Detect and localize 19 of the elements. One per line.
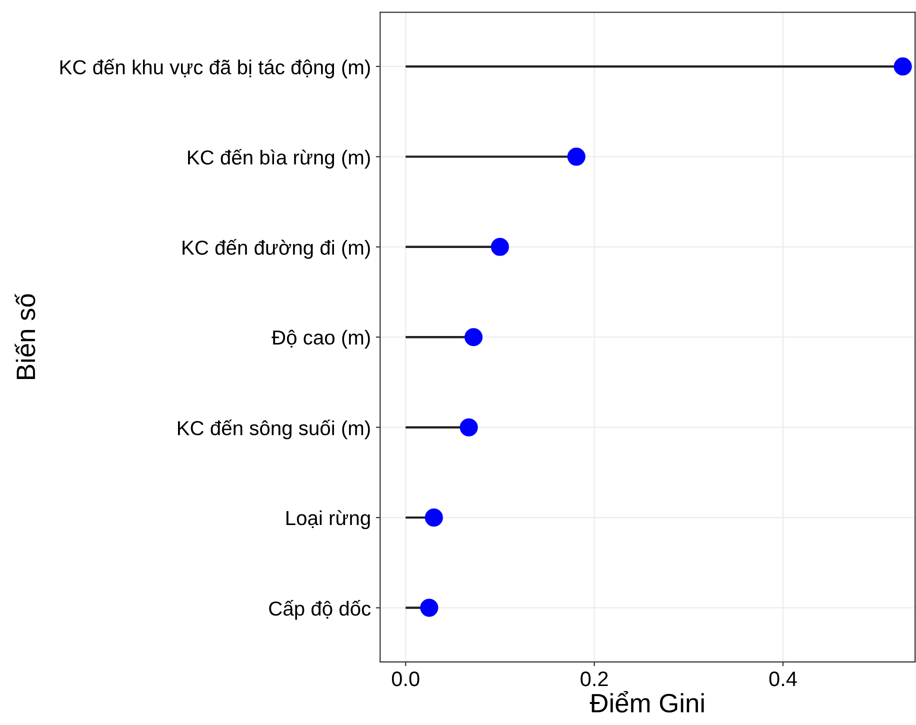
x-axis-title: Điểm Gini <box>590 690 704 713</box>
point <box>464 328 483 346</box>
y-axis-title: Biến số <box>14 294 36 379</box>
y-tick-label: Độ cao (m) <box>272 330 370 349</box>
x-tick-label: 0.0 <box>392 672 420 686</box>
point <box>567 148 586 166</box>
point <box>424 508 443 527</box>
y-tick-label: KC đến bìa rừng (m) <box>188 148 370 169</box>
y-tick-label: Cấp độ dốc <box>269 600 371 620</box>
y-tick-label: KC đến đường đi (m) <box>182 239 370 259</box>
x-tick-label: 0.4 <box>769 672 797 686</box>
point <box>894 57 912 76</box>
y-tick-label: Loại rừng <box>286 510 370 530</box>
y-tick-label: KC đến sông suối (m) <box>178 420 370 440</box>
x-tick-label: 0.2 <box>580 672 608 686</box>
point <box>490 238 509 256</box>
point <box>460 418 478 436</box>
y-tick-label: KC đến khu vực đã bị tác động (m) <box>60 58 370 78</box>
point <box>420 598 438 617</box>
